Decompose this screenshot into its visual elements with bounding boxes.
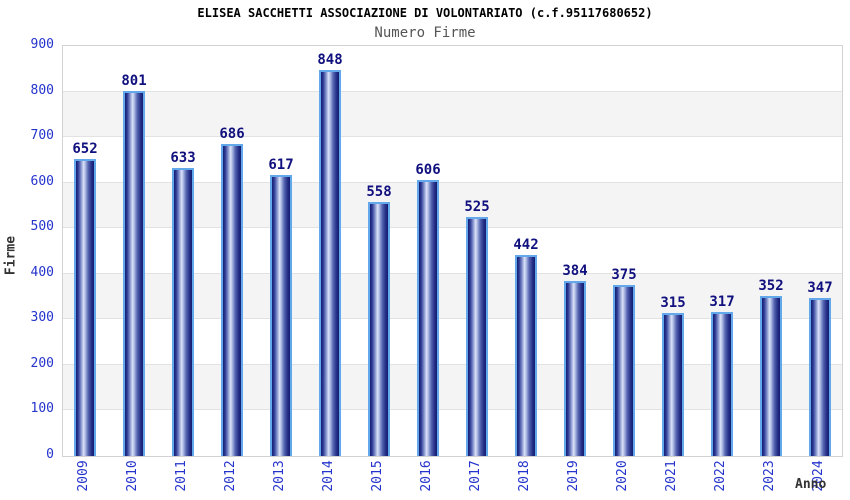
x-tick-text: 2010 [125,460,140,492]
x-tick-label: 2021 [652,456,692,496]
gridline [63,272,842,274]
gridline [63,318,842,320]
y-tick-label: 400 [30,264,54,280]
bar-2010 [123,91,145,456]
gridline [63,227,842,229]
x-tick-text: 2019 [566,460,581,492]
y-tick-label: 0 [46,447,54,462]
bar-value-label: 347 [807,279,833,296]
plot-band [63,91,842,138]
y-tick-label: 800 [30,82,54,98]
x-tick-text: 2012 [223,460,238,492]
x-tick-text: 2013 [272,460,287,492]
bar-2022 [711,311,733,456]
bar-2020 [613,285,635,456]
x-tick-label: 2014 [309,456,349,496]
x-tick-text: 2022 [713,460,728,492]
x-tick-label: 2012 [211,456,251,496]
bar-value-label: 352 [758,277,784,294]
bar-value-label: 384 [562,263,588,280]
bar-value-label: 652 [72,140,98,157]
bar-value-label: 315 [660,294,686,311]
y-tick-label: 600 [30,173,54,189]
bar-value-label: 633 [170,149,196,166]
bar-2018 [515,254,537,456]
y-tick-label: 700 [30,128,54,144]
bar-2017 [466,216,488,456]
bar-value-label: 606 [415,161,441,178]
y-tick-label: 100 [30,401,54,417]
chart-title: ELISEA SACCHETTI ASSOCIAZIONE DI VOLONTA… [197,6,653,20]
x-tick-label: 2016 [407,456,447,496]
bar-value-label: 617 [268,156,294,173]
x-tick-text: 2020 [615,460,630,492]
y-tick-label: 300 [30,310,54,326]
bar-2012 [221,143,243,456]
y-tick-label: 500 [30,219,54,235]
bar-2015 [368,201,390,456]
gridline [63,363,842,365]
bar-2019 [564,281,586,456]
x-tick-text: 2014 [321,460,336,492]
x-tick-label: 2009 [64,456,104,496]
x-tick-label: 2019 [554,456,594,496]
bar-2021 [662,312,684,456]
x-tick-label: 2010 [113,456,153,496]
x-tick-label: 2018 [505,456,545,496]
bar-2013 [270,174,292,456]
bar-2016 [417,179,439,456]
bar-value-label: 442 [513,236,539,253]
gridline [63,90,842,92]
x-tick-text: 2018 [517,460,532,492]
x-tick-text: 2011 [174,460,189,492]
plot-area: 652 801 633 686 617 848 558 606 525 442 384 375 315 3… [62,45,843,457]
x-tick-text: 2016 [419,460,434,492]
bar-value-label: 525 [464,198,490,215]
gridline [63,409,842,411]
bar-2024 [809,297,831,456]
bar-value-label: 848 [317,51,343,68]
y-tick-label: 900 [30,37,54,52]
x-tick-label: 2017 [456,456,496,496]
bar-value-label: 317 [709,293,735,310]
x-tick-text: 2009 [76,460,91,492]
x-tick-label: 2015 [358,456,398,496]
gridline [63,181,842,183]
x-tick-text: 2015 [370,460,385,492]
bar-value-label: 558 [366,183,392,200]
x-tick-text: 2023 [762,460,777,492]
gridline [63,136,842,138]
bar-2023 [760,295,782,456]
x-tick-label: 2011 [162,456,202,496]
bar-value-label: 686 [219,125,245,142]
x-tick-text: 2021 [664,460,679,492]
x-tick-text: 2017 [468,460,483,492]
bar-value-label: 801 [121,73,147,90]
x-tick-label: 2022 [701,456,741,496]
x-axis-title: Anno [795,477,827,492]
chart-subtitle: Numero Firme [374,25,476,41]
x-tick-label: 2023 [750,456,790,496]
x-tick-label: 2020 [603,456,643,496]
bar-value-label: 375 [611,267,637,284]
y-tick-label: 200 [30,355,54,371]
x-tick-label: 2013 [260,456,300,496]
bar-2009 [74,158,96,456]
bar-2014 [319,69,341,456]
bar-2011 [172,167,194,456]
